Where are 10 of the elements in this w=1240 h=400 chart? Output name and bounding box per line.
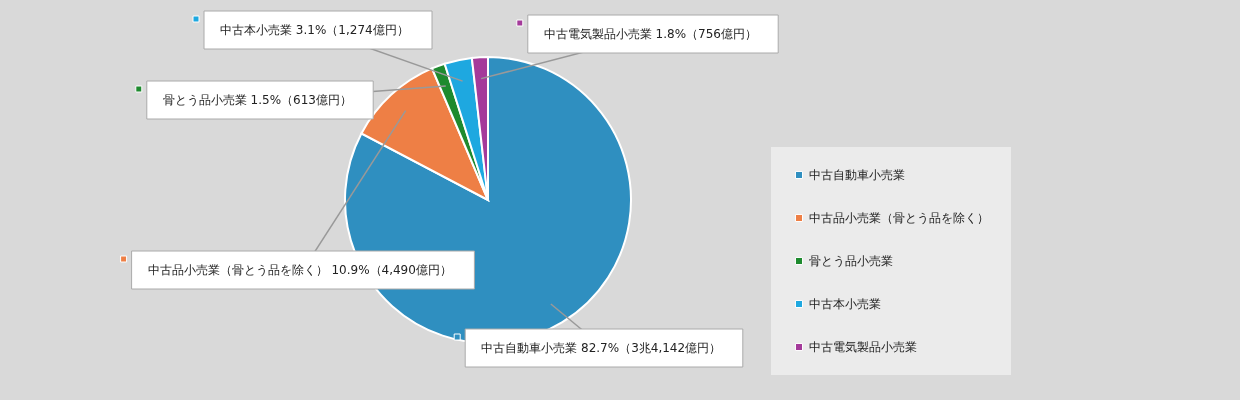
legend-label: 中古電気製品小売業 — [809, 340, 917, 354]
category-label: 骨とう品小売業 1.5%（613億円） — [162, 93, 353, 107]
legend-label: 中古自動車小売業 — [809, 168, 905, 182]
category-label: 中古品小売業（骨とう品を除く） 10.9%（4,490億円） — [147, 263, 452, 277]
legend-label: 中古本小売業 — [809, 297, 881, 311]
category-label: 中古本小売業 3.1%（1,274億円） — [220, 23, 409, 37]
legend-label: 骨とう品小売業 — [809, 254, 893, 268]
legend-label: 中古品小売業（骨とう品を除く） — [809, 211, 989, 225]
category-label: 中古電気製品小売業 1.8%（756億円） — [543, 27, 758, 41]
category-label: 中古自動車小売業 82.7%（3兆4,142億円） — [481, 341, 722, 355]
